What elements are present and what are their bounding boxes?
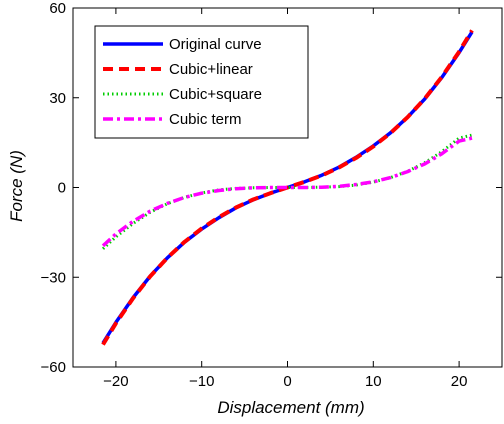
y-tick-label: 30 bbox=[49, 90, 66, 107]
legend-label: Cubic+square bbox=[169, 86, 262, 103]
legend: Original curve Cubic+linear Cubic+square Cu… bbox=[94, 25, 309, 139]
x-tick-label: −10 bbox=[189, 373, 214, 390]
x-axis-label: Displacement (mm) bbox=[217, 398, 364, 417]
y-tick-label: 60 bbox=[49, 0, 66, 17]
y-tick-label: −30 bbox=[41, 269, 66, 286]
x-tick-label: 10 bbox=[365, 373, 382, 390]
y-axis-label: Force (N) bbox=[7, 150, 26, 222]
series-line-cubic-term bbox=[101, 136, 473, 248]
x-tick-label: −20 bbox=[103, 373, 128, 390]
y-tick-label: 0 bbox=[58, 180, 66, 197]
legend-label: Cubic term bbox=[169, 111, 242, 128]
x-tick-label: 20 bbox=[451, 373, 468, 390]
legend-label: Cubic+linear bbox=[169, 61, 253, 78]
series-layer bbox=[101, 29, 474, 346]
y-tick-label: −60 bbox=[41, 359, 66, 376]
x-tick-label: 0 bbox=[283, 373, 291, 390]
series-line-cubic-linear bbox=[101, 29, 474, 346]
ticks-layer: −20 −10 0 10 20 −60 −30 0 30 60 bbox=[41, 0, 502, 390]
legend-label: Original curve bbox=[169, 36, 262, 53]
